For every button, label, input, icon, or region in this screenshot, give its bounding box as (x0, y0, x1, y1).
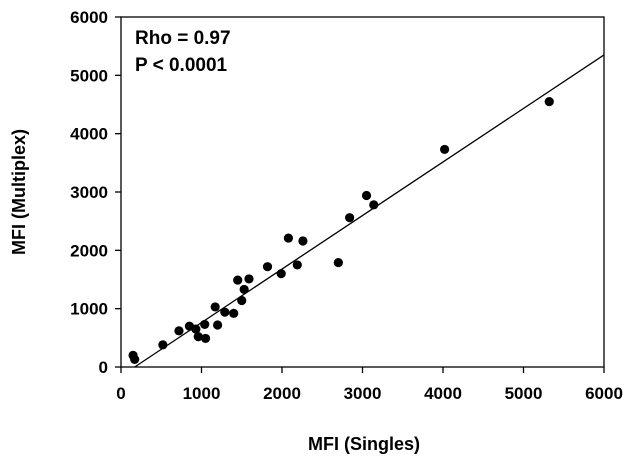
data-point (239, 284, 249, 295)
x-axis-title: MFI (Singles) (308, 434, 420, 454)
data-points (128, 96, 554, 365)
data-point (361, 190, 372, 201)
data-point (191, 324, 201, 334)
data-point (298, 236, 308, 246)
data-point (262, 262, 273, 272)
x-tick-label: 6000 (585, 384, 623, 403)
data-point (244, 274, 254, 284)
data-point (193, 332, 203, 342)
x-axis-ticks: 0 1000 2000 3000 4000 5000 6000 (116, 367, 623, 403)
regression-line (134, 54, 605, 368)
data-point (158, 340, 168, 350)
y-tick-label: 1000 (70, 300, 108, 319)
data-point (283, 233, 294, 243)
data-point (292, 260, 302, 270)
y-axis-title: MFI (Multiplex) (9, 129, 29, 255)
data-point (233, 275, 243, 285)
data-point (229, 308, 239, 318)
data-point (237, 295, 247, 306)
regression-line-layer (134, 54, 605, 368)
y-tick-label: 5000 (70, 66, 108, 85)
x-tick-label: 0 (116, 384, 125, 403)
data-point (544, 96, 554, 107)
y-axis-ticks: 0 1000 2000 3000 4000 5000 6000 (70, 8, 121, 377)
data-point (276, 269, 286, 279)
data-point (210, 302, 220, 312)
y-tick-label: 6000 (70, 8, 108, 27)
data-point (174, 326, 184, 336)
data-point (333, 257, 343, 268)
stat-rho: Rho = 0.97 (135, 28, 231, 49)
data-point (200, 319, 210, 330)
data-point (200, 333, 211, 344)
y-tick-label: 2000 (70, 241, 108, 260)
x-tick-label: 2000 (263, 384, 301, 403)
data-point (440, 144, 450, 155)
y-tick-label: 4000 (70, 125, 108, 144)
data-point (369, 200, 379, 210)
stat-p-value: P < 0.0001 (135, 55, 228, 76)
data-point (220, 307, 230, 317)
data-point (345, 213, 355, 223)
x-tick-label: 1000 (183, 384, 221, 403)
data-point (130, 354, 140, 365)
data-point (213, 320, 223, 330)
x-tick-label: 3000 (344, 384, 382, 403)
y-tick-label: 3000 (70, 183, 108, 202)
y-tick-label: 0 (99, 358, 108, 377)
x-tick-label: 5000 (505, 384, 543, 403)
x-tick-label: 4000 (424, 384, 462, 403)
